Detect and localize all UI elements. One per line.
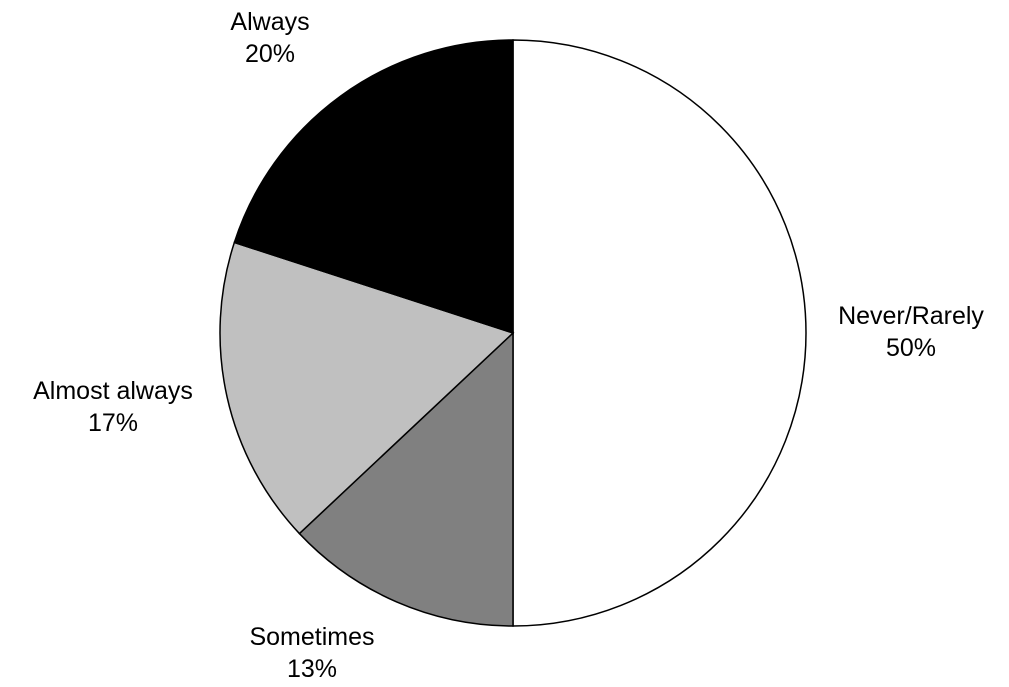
- slice-label-value: 13%: [287, 655, 337, 683]
- slice-label-value: 50%: [886, 334, 936, 362]
- slice-label-almost-always: Almost always 17%: [33, 377, 193, 437]
- pie-slice-sometimes: [298, 331, 514, 627]
- slice-label-always: Always 20%: [230, 8, 309, 68]
- slice-label-name: Sometimes: [249, 623, 374, 651]
- slice-label-value: 20%: [245, 40, 295, 68]
- slice-label-never-rarely: Never/Rarely 50%: [838, 302, 984, 362]
- pie-slice-always: [233, 39, 514, 335]
- pie-labels: Never/Rarely 50% Sometimes 13% Almost always…: [33, 8, 984, 683]
- pie-slice-almost-always: [219, 241, 515, 535]
- slice-label-value: 17%: [88, 409, 138, 437]
- slice-label-name: Never/Rarely: [838, 302, 984, 330]
- pie-slice-never-rarely: [512, 39, 807, 627]
- slice-label-sometimes: Sometimes 13%: [249, 623, 374, 683]
- slice-label-name: Almost always: [33, 377, 193, 405]
- pie-slices: [219, 39, 807, 627]
- slice-label-name: Always: [230, 8, 309, 36]
